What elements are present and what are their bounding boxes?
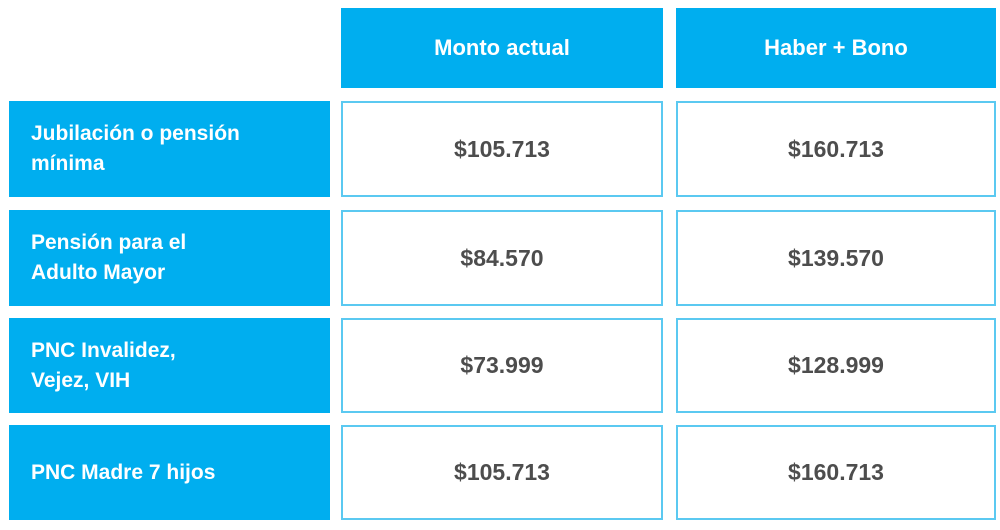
- amount-value: $160.713: [788, 459, 884, 485]
- amount-value: $139.570: [788, 244, 884, 271]
- amount-value: $73.999: [460, 352, 544, 378]
- row-header-pnc-invalidez: PNC Invalidez, Vejez, VIH: [9, 318, 330, 413]
- table-cell-monto-actual: $105.713: [341, 425, 663, 520]
- table-cell-monto-actual: $84.570: [341, 210, 663, 306]
- table-cell-haber-bono: $128.999: [676, 318, 996, 413]
- row-header-label-line: mínima: [31, 152, 105, 175]
- column-header-haber-bono: Haber + Bono: [676, 8, 996, 88]
- table-cell-haber-bono: $160.713: [676, 101, 996, 197]
- table-cell-monto-actual: $105.713: [341, 101, 663, 197]
- row-header-label-line: PNC Invalidez,: [31, 338, 176, 362]
- column-header-monto-actual: Monto actual: [341, 8, 663, 88]
- table-cell-haber-bono: $160.713: [676, 425, 996, 520]
- amount-value: $105.713: [454, 459, 550, 485]
- column-header-label: Haber + Bono: [764, 35, 908, 60]
- amount-value: $128.999: [788, 352, 884, 378]
- column-header-label: Monto actual: [434, 35, 570, 60]
- row-header-label-line: Adulto Mayor: [31, 261, 166, 284]
- row-header-label-line: PNC Madre 7 hijos: [31, 460, 216, 484]
- row-header-label-line: Jubilación o pensión: [31, 122, 240, 145]
- amount-value: $160.713: [788, 135, 884, 162]
- amount-value: $84.570: [460, 244, 544, 271]
- row-header-jubilacion-minima: Jubilación o pensión mínima: [9, 101, 330, 197]
- row-header-label-line: Vejez, VIH: [31, 368, 131, 392]
- table-cell-monto-actual: $73.999: [341, 318, 663, 413]
- row-header-label-line: Pensión para el: [31, 231, 187, 254]
- row-header-adulto-mayor: Pensión para el Adulto Mayor: [9, 210, 330, 306]
- amount-value: $105.713: [454, 135, 550, 162]
- table-cell-haber-bono: $139.570: [676, 210, 996, 306]
- row-header-pnc-madre: PNC Madre 7 hijos: [9, 425, 330, 520]
